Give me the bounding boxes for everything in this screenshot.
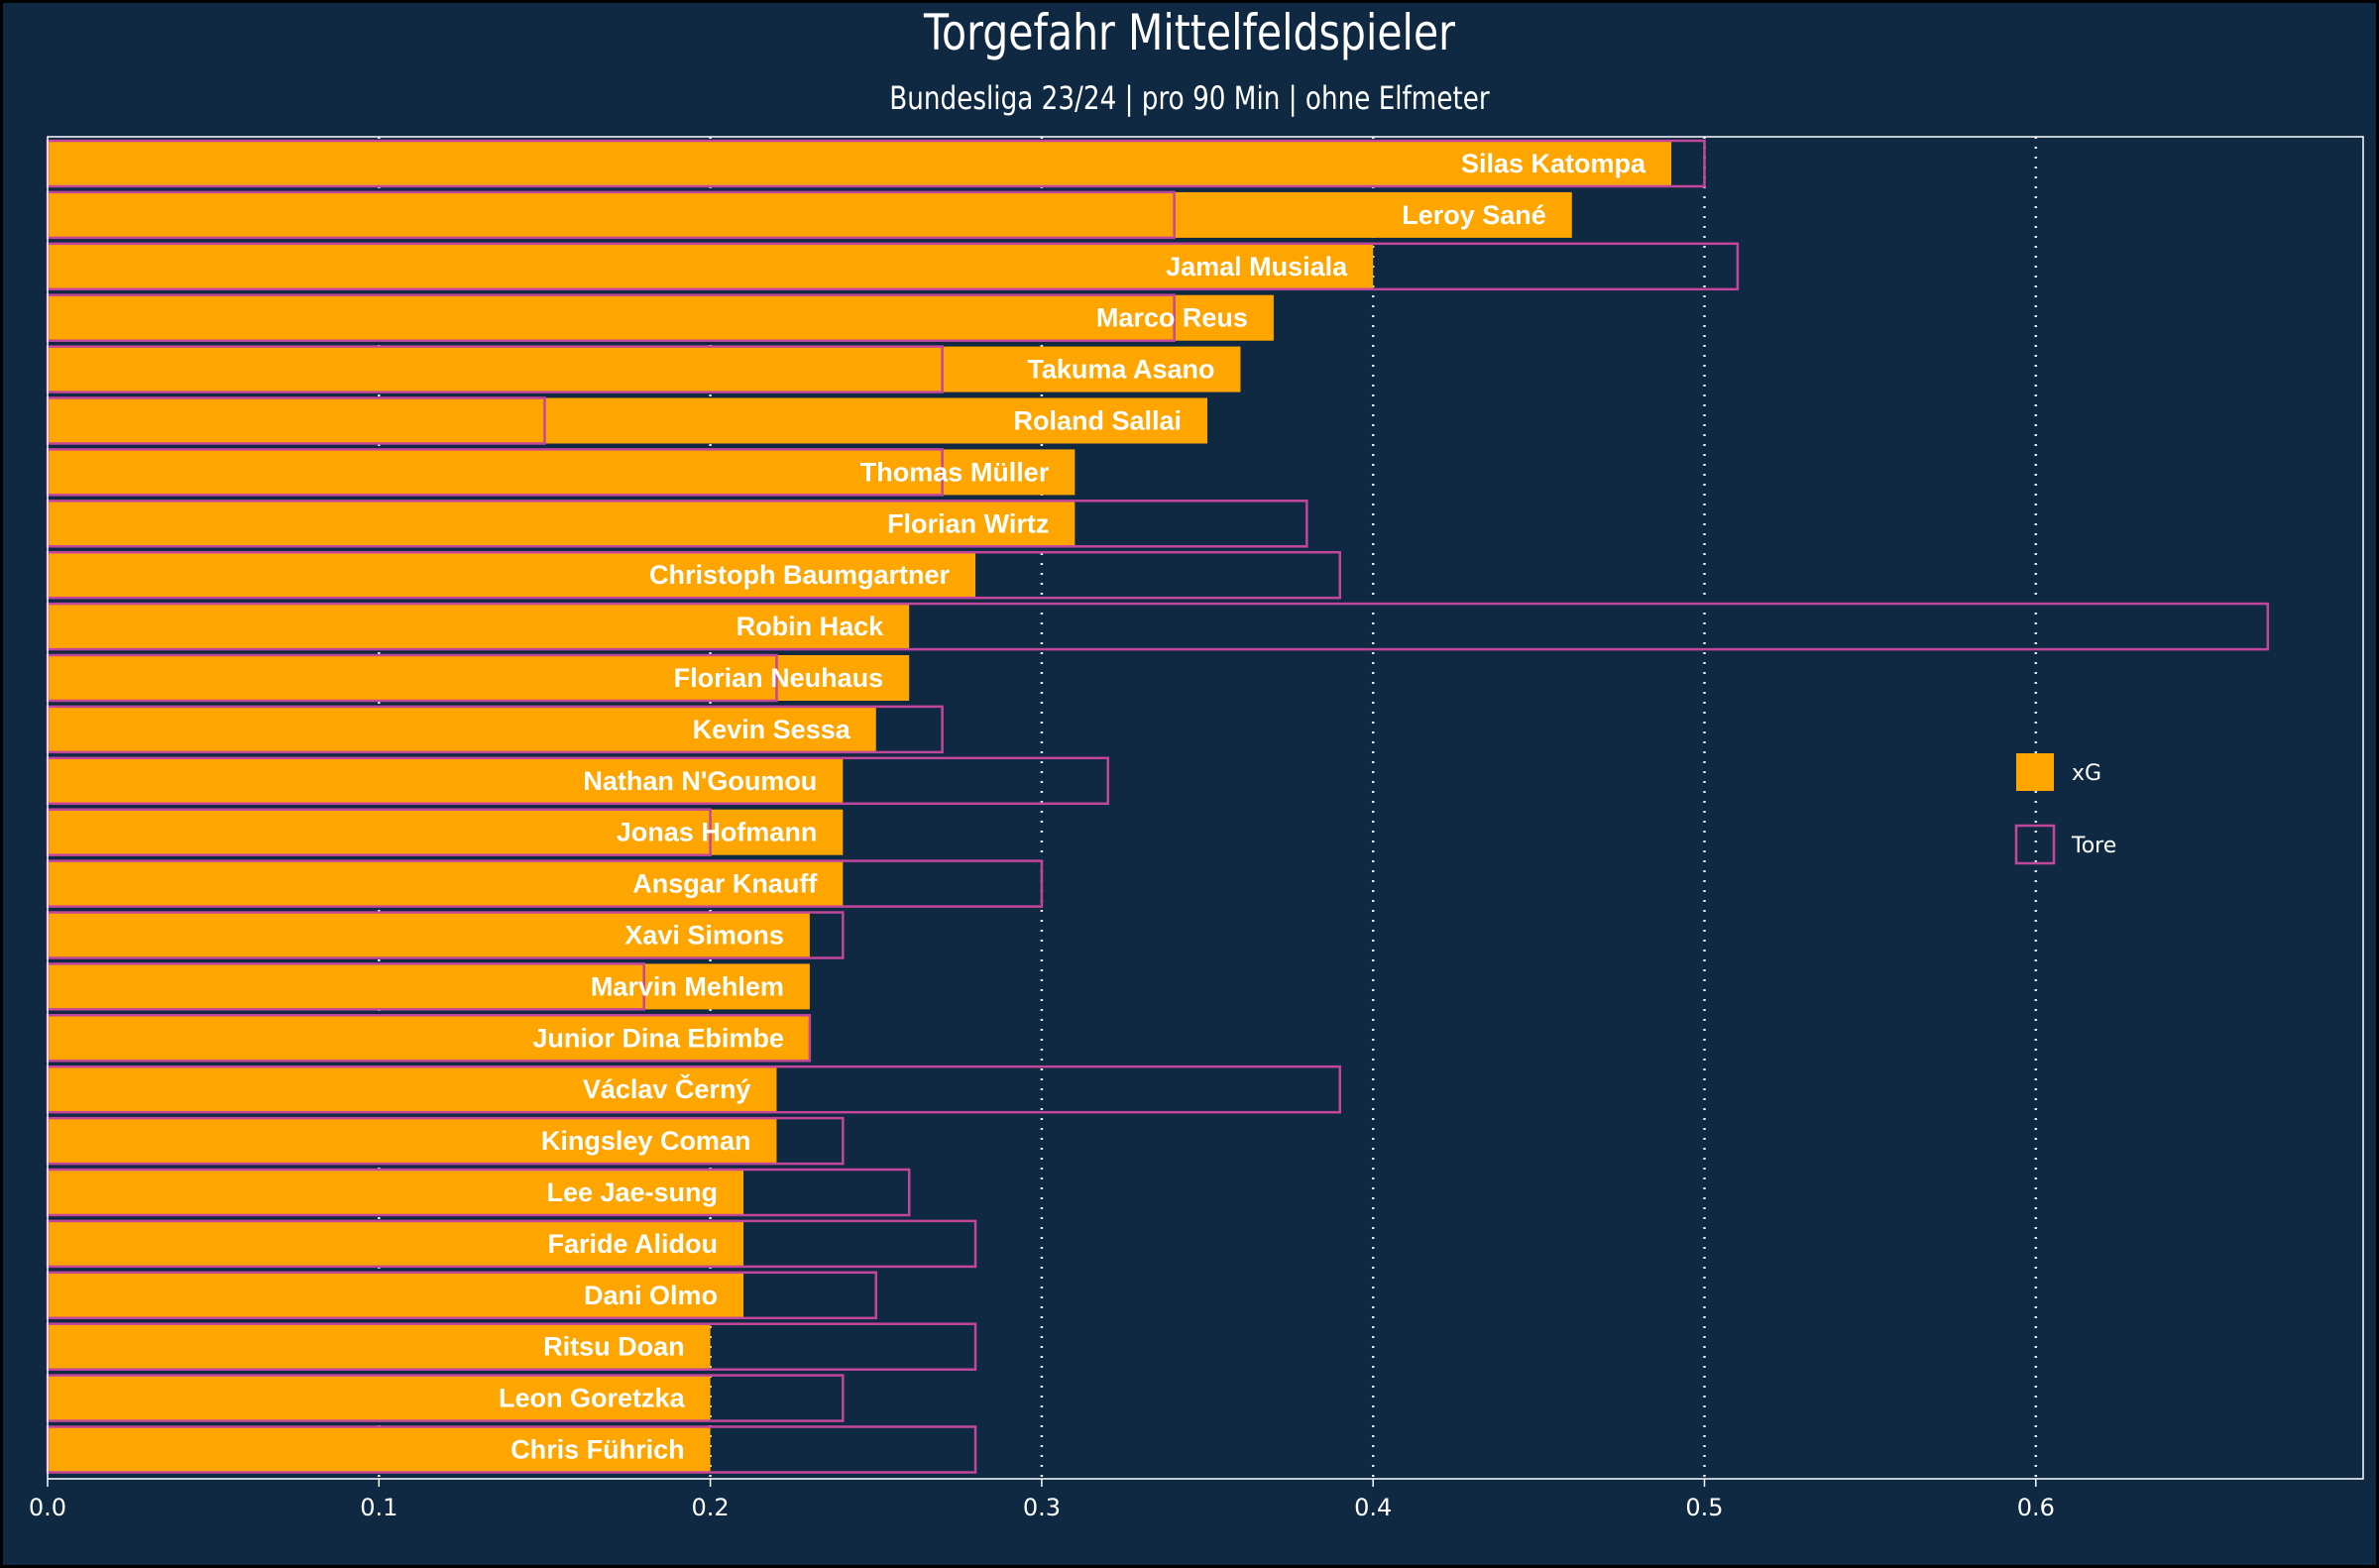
x-axis: 0.0 0.1 0.2 0.3 0.4 0.5 0.6 <box>29 136 2364 1521</box>
chart-title: Torgefahr Mittelfeldspieler <box>923 4 1456 61</box>
xg-bar <box>48 1170 744 1215</box>
bar-label: Leon Goretzka <box>499 1384 686 1413</box>
xg-bar <box>48 706 876 752</box>
x-tick-label: 0.4 <box>1354 1494 1392 1521</box>
bar-label: Marvin Mehlem <box>591 971 784 1001</box>
bar-label: Ritsu Doan <box>543 1332 685 1362</box>
bar-label: Xavi Simons <box>624 921 784 951</box>
xg-bar <box>48 141 1672 186</box>
xg-bar <box>48 1323 711 1370</box>
bar-label: Thomas Müller <box>860 457 1050 487</box>
bar-label: Chris Führich <box>510 1435 685 1465</box>
x-tick-label: 0.5 <box>1685 1494 1723 1521</box>
xg-bar <box>48 1375 711 1421</box>
plot-frame <box>47 136 2364 1480</box>
bar-label: Florian Neuhaus <box>674 663 884 693</box>
bar-labels: Silas Katompa Leroy Sané Jamal Musiala Marc… <box>499 149 1646 1465</box>
xg-bar <box>48 501 1076 547</box>
xg-bar <box>48 604 910 650</box>
bar-label: Jamal Musiala <box>1166 252 1348 281</box>
xg-bar <box>48 397 1208 444</box>
bar-label: Václav Černý <box>583 1073 751 1104</box>
bar-label: Marco Reus <box>1096 303 1248 333</box>
bar-label: Junior Dina Ebimbe <box>532 1023 784 1053</box>
legend-swatch-tore <box>2014 824 2056 865</box>
legend: xG Tore <box>2014 753 2116 865</box>
bar-label: Leroy Sané <box>1402 200 1546 230</box>
xg-bar <box>48 757 844 804</box>
bar-label: Lee Jae-sung <box>546 1177 718 1207</box>
bar-label: Robin Hack <box>736 612 885 641</box>
xg-bar <box>48 963 810 1010</box>
bar-label: Nathan N'Goumou <box>583 766 817 796</box>
bar-label: Christoph Baumgartner <box>649 560 951 590</box>
xg-bar <box>48 449 1076 496</box>
xg-bar <box>48 1015 810 1062</box>
xg-bar <box>48 191 1572 238</box>
x-tick-label: 0.1 <box>360 1494 397 1521</box>
xg-bar <box>48 1066 777 1113</box>
legend-label-tore: Tore <box>2071 834 2116 858</box>
xg-bars <box>48 141 1672 1473</box>
xg-bar <box>48 294 1274 341</box>
bar-label: Dani Olmo <box>584 1281 718 1310</box>
bar-label: Silas Katompa <box>1461 149 1646 178</box>
bar-label: Florian Wirtz <box>887 508 1049 538</box>
legend-swatch-xg <box>2016 753 2054 791</box>
x-tick-label: 0.2 <box>692 1494 730 1521</box>
bar-label: Jonas Hofmann <box>617 818 818 847</box>
x-tick-label: 0.0 <box>29 1494 66 1521</box>
bar-label: Kingsley Coman <box>541 1126 751 1156</box>
bar-label: Ansgar Knauff <box>632 869 818 899</box>
xg-bar <box>48 1426 711 1473</box>
x-tick-label: 0.6 <box>2017 1494 2055 1521</box>
x-tick-label: 0.3 <box>1023 1494 1061 1521</box>
bar-label: Faride Alidou <box>548 1229 719 1259</box>
xg-bar <box>48 243 1374 289</box>
bar-label: Takuma Asano <box>1027 355 1214 385</box>
tore-bars <box>46 139 2270 1474</box>
xg-bar <box>48 655 910 701</box>
xg-bar <box>48 1220 744 1267</box>
xg-bar <box>48 1118 777 1165</box>
bar-label: Roland Sallai <box>1014 406 1183 436</box>
legend-label-xg: xG <box>2072 761 2101 786</box>
xg-bar <box>48 912 810 958</box>
xg-bar <box>48 552 976 599</box>
chart-subtitle: Bundesliga 23/24 | pro 90 Min | ohne Elf… <box>889 79 1490 117</box>
xg-bar <box>48 346 1241 392</box>
xg-bar <box>48 1272 744 1318</box>
xg-bar <box>48 860 844 907</box>
bar-label: Kevin Sessa <box>693 715 851 744</box>
